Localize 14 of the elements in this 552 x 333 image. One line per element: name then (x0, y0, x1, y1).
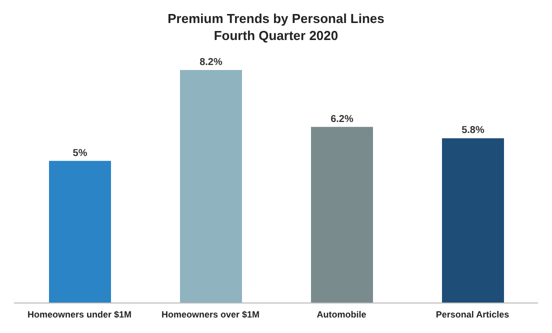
data-label: 8.2% (200, 57, 223, 68)
bar (49, 160, 111, 303)
x-tick-label: Personal Articles (436, 309, 510, 320)
bar (180, 70, 242, 303)
x-tick-label: Homeowners over $1M (161, 309, 260, 320)
data-label: 5.8% (462, 125, 485, 136)
x-tick-label: Automobile (316, 309, 366, 320)
bar (442, 138, 504, 303)
data-label: 5% (72, 148, 88, 159)
data-label: 6.2% (330, 114, 354, 125)
chart-title: Premium Trends by Personal Lines (166, 10, 386, 27)
x-tick-label: Homeowners under $1M (27, 309, 132, 320)
chart-subtitle: Fourth Quarter 2020 (212, 27, 340, 44)
bar (311, 126, 373, 303)
